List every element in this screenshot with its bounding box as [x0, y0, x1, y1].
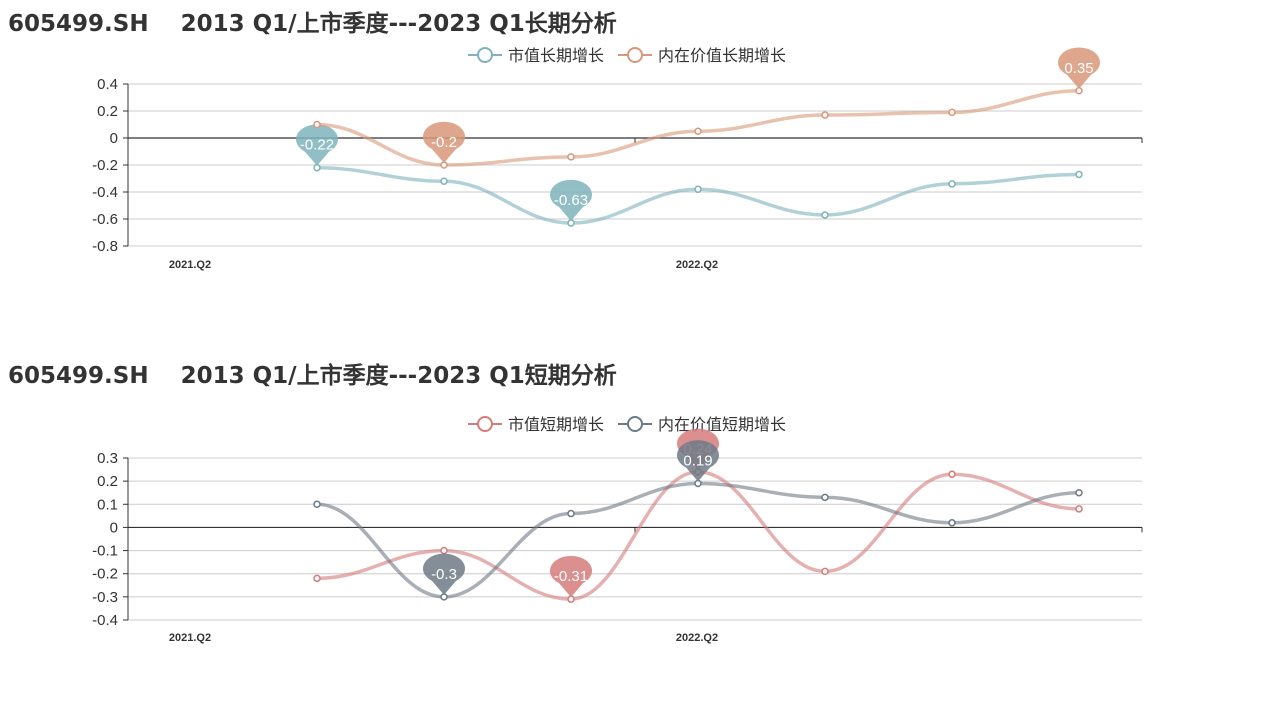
chart-title-short-term: 605499.SH 2013 Q1/上市季度---2023 Q1短期分析 — [8, 363, 617, 389]
y-tick-label: 0 — [110, 130, 118, 147]
data-label-pin: -0.63 — [550, 179, 592, 222]
data-point — [1075, 170, 1083, 179]
data-point — [440, 546, 448, 555]
pin-shape — [296, 124, 338, 166]
data-label-pin: -0.31 — [550, 555, 592, 598]
data-label: -0.2 — [431, 134, 457, 151]
data-point — [948, 470, 956, 478]
data-label: 0.19 — [683, 452, 712, 469]
x-tick-label: 2021.Q2 — [169, 632, 211, 644]
legend-marker — [627, 416, 643, 432]
y-tick-label: 0.2 — [97, 103, 118, 120]
data-point — [440, 177, 448, 185]
y-tick-label: -0.1 — [92, 543, 118, 560]
y-tick-label: 0.1 — [97, 496, 118, 513]
data-point — [567, 509, 575, 518]
data-label: -0.3 — [431, 566, 457, 583]
data-point — [313, 500, 321, 509]
data-point — [1075, 488, 1083, 497]
y-tick-label: -0.3 — [92, 589, 118, 606]
chart-title-long-term: 605499.SH 2013 Q1/上市季度---2023 Q1长期分析 — [8, 11, 617, 37]
legend-item: 内在价值长期增长 — [618, 46, 786, 65]
data-point — [821, 567, 829, 576]
data-point — [694, 185, 702, 194]
long-term-growth-chart: 0.4 0.2 0 -0.2 -0.4 -0.6 -0.8 2021.Q2 2022.Q2 市值长… — [92, 46, 1143, 271]
x-tick-label: 2022.Q2 — [676, 259, 718, 271]
legend-label: 内在价值长期增长 — [658, 46, 786, 65]
data-point — [948, 108, 956, 117]
data-label-pin: -0.3 — [422, 553, 465, 595]
legend-label: 市值长期增长 — [508, 46, 604, 65]
data-label-pin: 0.35 — [1058, 47, 1100, 89]
data-label: -0.63 — [554, 192, 588, 209]
pin-shape — [677, 440, 719, 482]
legend-marker — [477, 416, 493, 432]
legend-marker — [627, 47, 643, 63]
x-tick-label: 2021.Q2 — [169, 259, 211, 271]
pin-shape — [550, 179, 592, 222]
data-point — [948, 180, 956, 188]
data-label: 0.35 — [1064, 60, 1093, 77]
x-tick-label: 2022.Q2 — [676, 632, 718, 644]
data-label-pin: -0.2 — [422, 121, 465, 163]
legend-label: 市值短期增长 — [508, 415, 604, 434]
data-label-pin: -0.22 — [296, 124, 338, 166]
data-label: -0.22 — [300, 137, 334, 154]
y-tick-label: 0.4 — [97, 76, 118, 93]
data-point — [694, 127, 702, 135]
data-point — [1075, 505, 1083, 513]
data-point — [313, 120, 321, 129]
y-tick-label: -0.4 — [92, 184, 118, 201]
legend-label: 内在价值短期增长 — [658, 415, 786, 434]
y-tick-label: -0.4 — [92, 612, 118, 629]
y-tick-label: 0.3 — [97, 450, 118, 467]
data-label-pin: 0.19 — [677, 440, 719, 482]
legend-marker — [477, 47, 493, 63]
data-point — [821, 493, 829, 502]
data-label: -0.31 — [554, 568, 588, 585]
data-point — [567, 153, 575, 161]
data-point — [821, 111, 829, 119]
y-tick-label: -0.8 — [92, 238, 118, 255]
data-point — [313, 574, 321, 583]
y-tick-label: -0.6 — [92, 211, 118, 228]
pin-shape — [550, 555, 592, 598]
pin-shape — [422, 121, 465, 163]
y-tick-label: 0.2 — [97, 473, 118, 490]
legend-item: 内在价值短期增长 — [618, 415, 786, 434]
data-point — [821, 211, 829, 219]
y-tick-label: -0.2 — [92, 566, 118, 583]
y-tick-label: 0 — [110, 519, 118, 536]
pin-shape — [1058, 47, 1100, 89]
data-point — [948, 519, 956, 527]
y-tick-label: -0.2 — [92, 157, 118, 174]
legend-item: 市值长期增长 — [468, 46, 604, 65]
legend-item: 市值短期增长 — [468, 415, 604, 434]
pin-shape — [422, 553, 465, 595]
